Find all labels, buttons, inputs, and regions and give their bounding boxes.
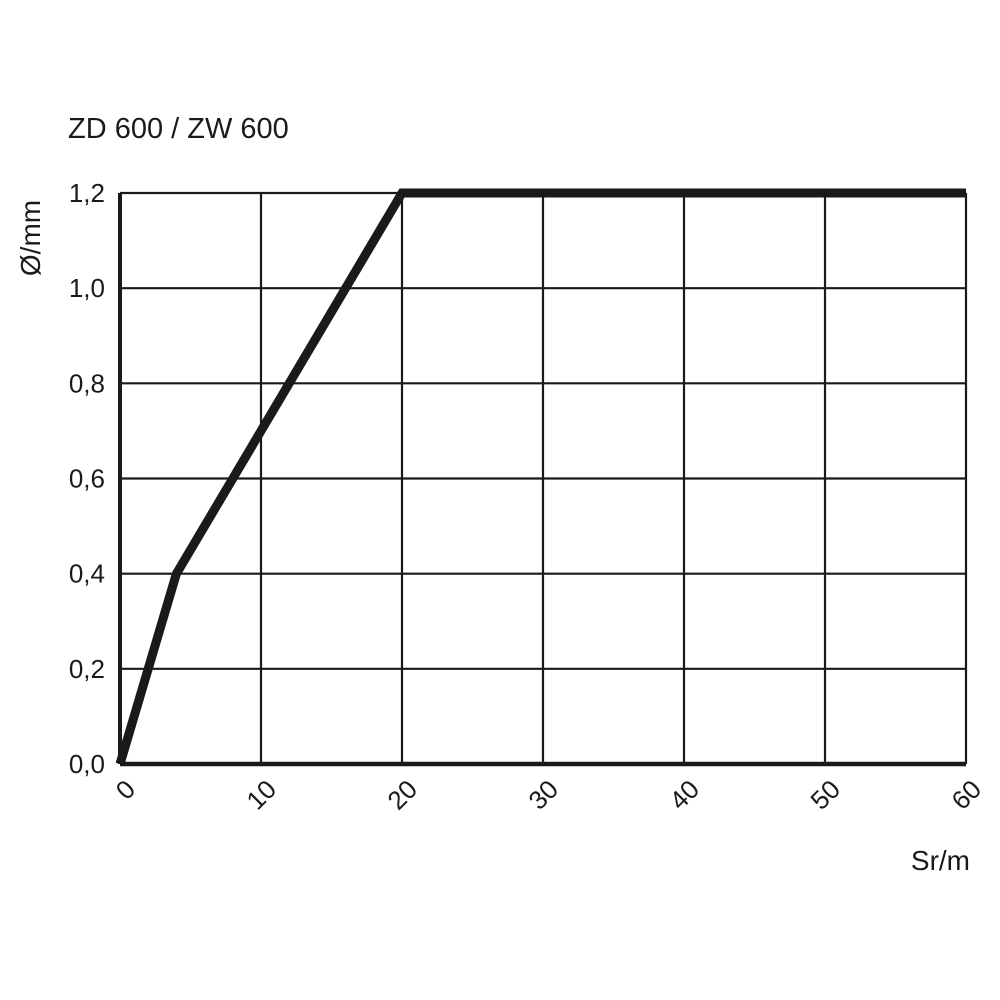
y-tick-label: 1,2	[69, 178, 105, 208]
x-tick-label: 40	[663, 774, 705, 816]
y-tick-label: 0,6	[69, 464, 105, 494]
x-tick-label: 20	[381, 774, 423, 816]
series-line	[115, 188, 966, 766]
y-tick-label: 0,2	[69, 654, 105, 684]
x-axis-label: Sr/m	[911, 845, 970, 876]
chart-title: ZD 600 / ZW 600	[68, 113, 289, 145]
x-tick-label: 60	[945, 774, 987, 816]
x-tick-label: 30	[522, 774, 564, 816]
y-tick-label: 0,0	[69, 749, 105, 779]
y-tick-label: 0,8	[69, 368, 105, 398]
y-tick-label: 1,0	[69, 273, 105, 303]
x-tick-label: 10	[240, 774, 282, 816]
x-tick-label: 0	[110, 774, 141, 805]
y-tick-label: 0,4	[69, 559, 105, 589]
x-tick-label: 50	[804, 774, 846, 816]
y-axis-label: Ø/mm	[15, 200, 46, 276]
